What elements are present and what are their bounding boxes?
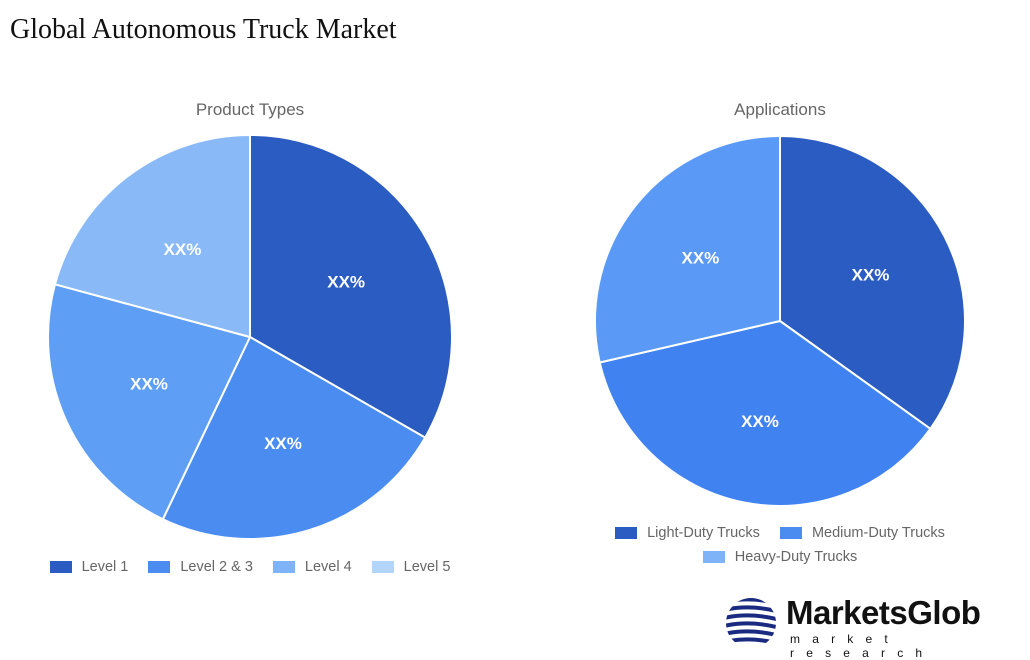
- pie-slice-level-2-3: [161, 335, 427, 540]
- legend-item[interactable]: Level 2 & 3: [148, 559, 253, 575]
- logo-tagline: market research: [790, 632, 935, 660]
- legend-item[interactable]: Light-Duty Trucks: [615, 525, 760, 541]
- logo-name: MarketsGlob: [786, 594, 981, 631]
- slice-label: XX%: [130, 374, 168, 393]
- legend-item[interactable]: Medium-Duty Trucks: [779, 525, 945, 541]
- legend-label: Heavy-Duty Trucks: [734, 549, 858, 565]
- page-title: Global Autonomous Truck Market: [10, 14, 397, 45]
- chart-title-applications: Applications: [734, 100, 826, 119]
- pie-applications: XX% XX% XX%: [594, 134, 966, 507]
- pie-slice-level-4: [47, 283, 252, 521]
- slice-label: XX%: [681, 249, 719, 268]
- pie-slice-heavy-duty-trucks: [594, 134, 781, 364]
- legend-swatch: [371, 561, 394, 573]
- legend-label: Level 2 & 3: [180, 559, 253, 575]
- legend-label: Medium-Duty Trucks: [811, 525, 945, 541]
- chart-title-product-types: Product Types: [195, 100, 305, 119]
- slice-label: XX%: [327, 272, 365, 291]
- legend-swatch: [272, 561, 295, 573]
- slice-label: XX%: [741, 412, 779, 431]
- marketsglob-logo: MarketsGlob market research: [724, 594, 1024, 660]
- pie-product-types: XX% XX% XX% XX%: [47, 133, 453, 540]
- legend-label: Light-Duty Trucks: [647, 525, 760, 541]
- pie-slice-level-1: [249, 133, 453, 439]
- legend-item[interactable]: Heavy-Duty Trucks: [702, 549, 858, 565]
- legend-product-types: Level 1 Level 2 & 3 Level 4 Level 5: [30, 559, 470, 575]
- legend-item[interactable]: Level 4: [272, 559, 352, 575]
- legend-label: Level 5: [403, 559, 451, 575]
- legend-label: Level 4: [304, 559, 352, 575]
- pie-slice-medium-duty-trucks: [598, 319, 932, 507]
- globe-icon: [726, 598, 776, 646]
- legend-swatch: [702, 551, 725, 563]
- legend-swatch: [148, 561, 171, 573]
- slice-label: XX%: [852, 266, 890, 285]
- pie-slice-level-5: [53, 133, 251, 339]
- slice-label: XX%: [264, 434, 302, 453]
- legend-label: Level 1: [81, 559, 129, 575]
- legend-item[interactable]: Level 1: [49, 559, 129, 575]
- slice-label: XX%: [164, 240, 202, 259]
- legend-applications: Light-Duty Trucks Medium-Duty Trucks Heavy…: [590, 525, 970, 565]
- legend-swatch: [615, 527, 638, 539]
- legend-swatch: [779, 527, 802, 539]
- pie-slice-light-duty-trucks: [779, 134, 966, 431]
- legend-item[interactable]: Level 5: [371, 559, 451, 575]
- legend-swatch: [49, 561, 72, 573]
